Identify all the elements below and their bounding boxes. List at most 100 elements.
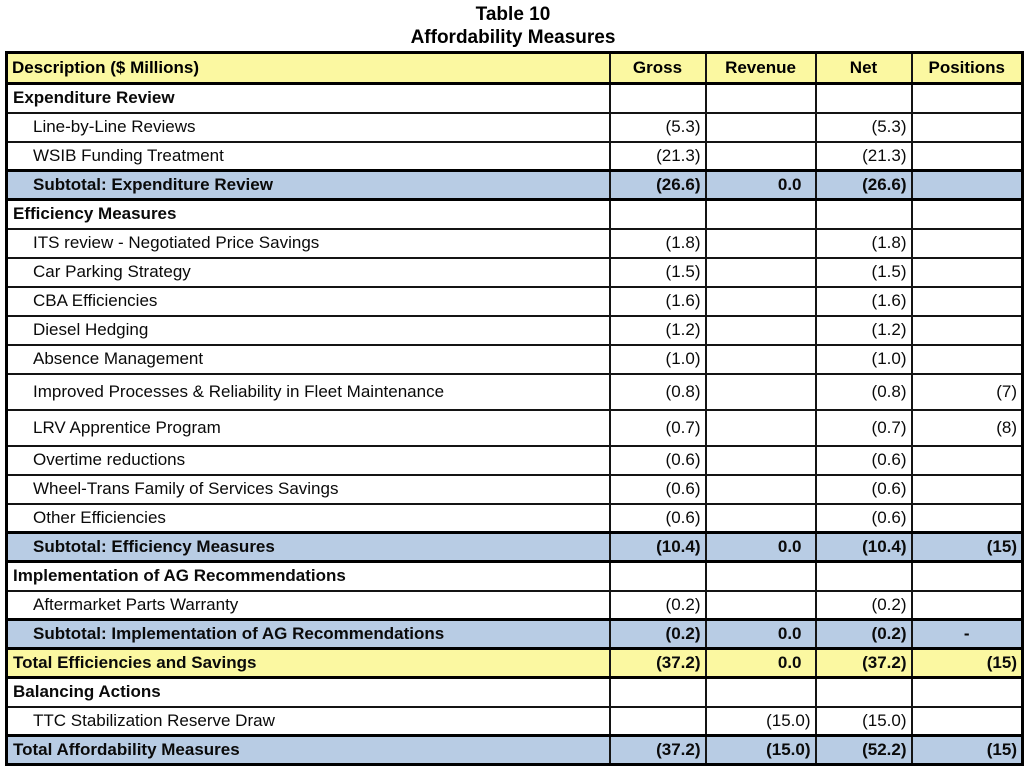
cell-net: (0.6) xyxy=(814,473,913,505)
cell-revenue xyxy=(704,140,817,172)
cell-positions: (15) xyxy=(910,531,1024,563)
cell-positions xyxy=(910,227,1024,259)
header-gross: Gross xyxy=(608,51,707,85)
cell-revenue: 0.0 xyxy=(704,531,817,563)
table-row: Balancing Actions xyxy=(5,676,1024,708)
cell-positions xyxy=(910,314,1024,346)
cell-positions xyxy=(910,444,1024,476)
affordability-measures-table: Description ($ Millions) Gross Revenue N… xyxy=(5,51,1024,766)
cell-net: (0.2) xyxy=(814,589,913,621)
cell-description: Line-by-Line Reviews xyxy=(5,111,611,143)
table-row: Expenditure Review xyxy=(5,82,1024,114)
header-description: Description ($ Millions) xyxy=(5,51,611,85)
cell-description: Implementation of AG Recommendations xyxy=(5,560,611,592)
cell-description: Diesel Hedging xyxy=(5,314,611,346)
table-row: CBA Efficiencies (1.6) (1.6) xyxy=(5,285,1024,317)
cell-positions xyxy=(910,589,1024,621)
cell-gross xyxy=(608,705,707,737)
cell-revenue xyxy=(704,314,817,346)
cell-revenue xyxy=(704,227,817,259)
cell-net: (1.8) xyxy=(814,227,913,259)
cell-revenue xyxy=(704,560,817,592)
cell-description: Subtotal: Expenditure Review xyxy=(5,169,611,201)
document-page: Table 10 Affordability Measures Descript… xyxy=(0,3,1024,769)
table-body: Expenditure Review Line-by-Line Reviews (5… xyxy=(5,82,1024,766)
cell-positions: (15) xyxy=(910,734,1024,766)
cell-gross: (0.8) xyxy=(608,372,707,411)
header-positions: Positions xyxy=(910,51,1024,85)
cell-gross: (1.0) xyxy=(608,343,707,375)
table-row: Absence Management (1.0) (1.0) xyxy=(5,343,1024,375)
cell-revenue: 0.0 xyxy=(704,647,817,679)
cell-net: (0.2) xyxy=(814,618,913,650)
cell-revenue xyxy=(704,82,817,114)
table-row: Improved Processes & Reliability in Flee… xyxy=(5,372,1024,411)
cell-positions xyxy=(910,343,1024,375)
cell-gross: (10.4) xyxy=(608,531,707,563)
cell-revenue xyxy=(704,408,817,447)
cell-gross: (0.6) xyxy=(608,444,707,476)
cell-gross xyxy=(608,82,707,114)
table-row: Wheel-Trans Family of Services Savings (0… xyxy=(5,473,1024,505)
cell-description: Aftermarket Parts Warranty xyxy=(5,589,611,621)
cell-description: Balancing Actions xyxy=(5,676,611,708)
cell-description: Total Efficiencies and Savings xyxy=(5,647,611,679)
cell-positions xyxy=(910,502,1024,534)
cell-gross: (21.3) xyxy=(608,140,707,172)
cell-net: (1.0) xyxy=(814,343,913,375)
cell-net: (21.3) xyxy=(814,140,913,172)
cell-gross: (37.2) xyxy=(608,734,707,766)
table-row: Implementation of AG Recommendations xyxy=(5,560,1024,592)
cell-net: (0.8) xyxy=(814,372,913,411)
cell-gross: (1.6) xyxy=(608,285,707,317)
cell-net: (1.5) xyxy=(814,256,913,288)
cell-description: Car Parking Strategy xyxy=(5,256,611,288)
cell-description: Overtime reductions xyxy=(5,444,611,476)
table-header-row: Description ($ Millions) Gross Revenue N… xyxy=(5,51,1024,85)
table-row: Aftermarket Parts Warranty (0.2) (0.2) xyxy=(5,589,1024,621)
cell-gross: (1.5) xyxy=(608,256,707,288)
cell-net: (5.3) xyxy=(814,111,913,143)
cell-net: (10.4) xyxy=(814,531,913,563)
cell-positions xyxy=(910,169,1024,201)
cell-revenue xyxy=(704,198,817,230)
cell-revenue xyxy=(704,676,817,708)
cell-revenue xyxy=(704,111,817,143)
table-row: TTC Stabilization Reserve Draw (15.0) (15.… xyxy=(5,705,1024,737)
cell-gross xyxy=(608,198,707,230)
cell-revenue xyxy=(704,256,817,288)
cell-positions xyxy=(910,705,1024,737)
table-row: Overtime reductions (0.6) (0.6) xyxy=(5,444,1024,476)
table-row: Subtotal: Implementation of AG Recommend… xyxy=(5,618,1024,650)
cell-gross: (0.2) xyxy=(608,589,707,621)
cell-net: (15.0) xyxy=(814,705,913,737)
cell-net: (1.2) xyxy=(814,314,913,346)
table-number-title: Table 10 xyxy=(475,4,551,25)
cell-positions xyxy=(910,676,1024,708)
cell-description: LRV Apprentice Program xyxy=(5,408,611,447)
cell-positions: (7) xyxy=(910,372,1024,411)
table-row: Subtotal: Efficiency Measures (10.4) 0.0 (1… xyxy=(5,531,1024,563)
table-row: Subtotal: Expenditure Review (26.6) 0.0 (26… xyxy=(5,169,1024,201)
cell-revenue xyxy=(704,343,817,375)
cell-net: (0.7) xyxy=(814,408,913,447)
cell-positions: (15) xyxy=(910,647,1024,679)
cell-net: (37.2) xyxy=(814,647,913,679)
cell-positions: (8) xyxy=(910,408,1024,447)
cell-revenue xyxy=(704,444,817,476)
cell-net: (1.6) xyxy=(814,285,913,317)
cell-revenue: 0.0 xyxy=(704,618,817,650)
cell-description: TTC Stabilization Reserve Draw xyxy=(5,705,611,737)
cell-net xyxy=(814,82,913,114)
cell-net xyxy=(814,676,913,708)
cell-revenue: (15.0) xyxy=(704,734,817,766)
cell-positions xyxy=(910,560,1024,592)
table-row: Line-by-Line Reviews (5.3) (5.3) xyxy=(5,111,1024,143)
cell-net: (26.6) xyxy=(814,169,913,201)
cell-positions xyxy=(910,111,1024,143)
cell-gross: (37.2) xyxy=(608,647,707,679)
cell-revenue xyxy=(704,285,817,317)
table-row: WSIB Funding Treatment (21.3) (21.3) xyxy=(5,140,1024,172)
cell-description: Subtotal: Implementation of AG Recommend… xyxy=(5,618,611,650)
cell-description: Absence Management xyxy=(5,343,611,375)
